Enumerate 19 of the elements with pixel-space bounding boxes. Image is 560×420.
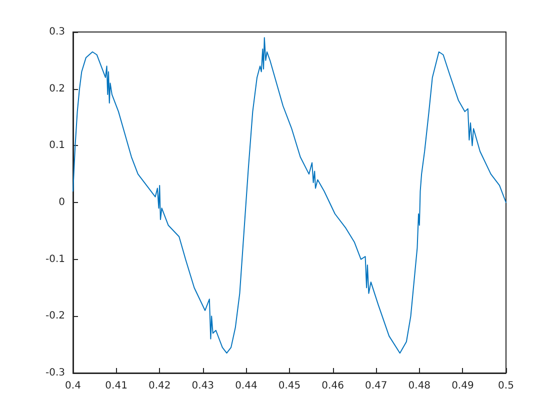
x-tick-label: 0.4 xyxy=(65,380,81,392)
x-tick-label: 0.5 xyxy=(498,380,514,392)
y-tick-label: -0.3 xyxy=(45,368,65,378)
x-tick-label: 0.43 xyxy=(192,380,214,392)
y-tick-label: -0.2 xyxy=(45,310,65,322)
y-tick-label: 0.1 xyxy=(49,140,65,152)
x-tick-label: 0.49 xyxy=(452,380,474,392)
x-tick-label: 0.44 xyxy=(235,380,258,392)
x-tick-label: 0.45 xyxy=(278,380,301,392)
x-tick-label: 0.47 xyxy=(364,380,388,392)
y-tick-label: 0 xyxy=(58,197,65,208)
y-tick-label: 0.2 xyxy=(49,83,65,94)
y-tick-label: 0.3 xyxy=(49,26,65,38)
x-tick-label: 0.42 xyxy=(148,380,171,392)
y-tick-label: -0.1 xyxy=(45,254,65,265)
line-series xyxy=(72,37,506,354)
x-tick-label: 0.48 xyxy=(408,380,431,392)
x-tick-label: 0.46 xyxy=(322,380,344,392)
x-tick-label: 0.41 xyxy=(105,380,128,392)
